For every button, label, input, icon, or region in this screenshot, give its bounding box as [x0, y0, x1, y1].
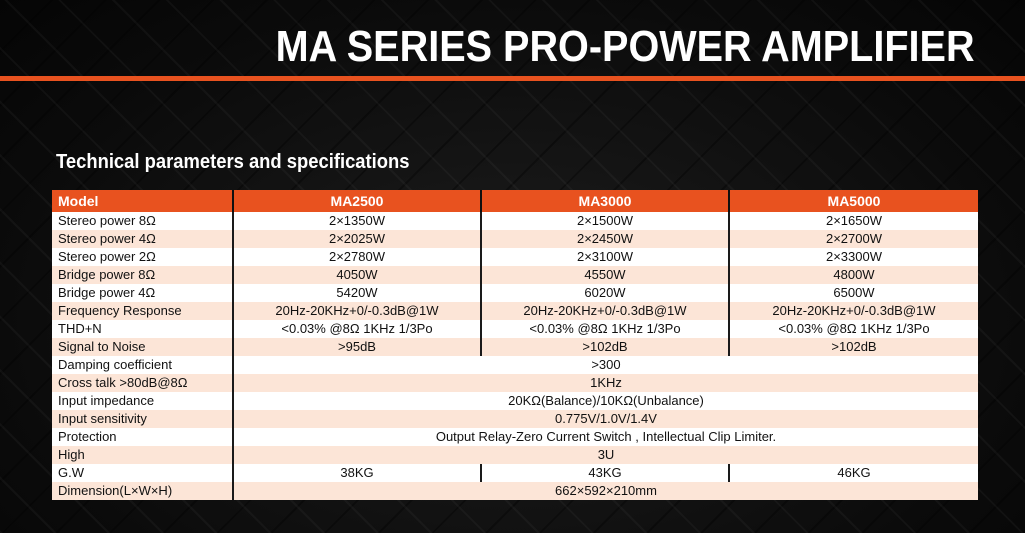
row-label: Bridge power 4Ω — [52, 284, 233, 302]
table-cell: 20Hz-20KHz+0/-0.3dB@1W — [728, 302, 978, 320]
table-cell: 2×2700W — [728, 230, 978, 248]
table-cell: 38KG — [232, 464, 481, 482]
row-label: Stereo power 2Ω — [52, 248, 233, 266]
table-row: Stereo power 8Ω 2×1350W 2×1500W 2×1650W — [52, 212, 978, 230]
table-cell: 20Hz-20KHz+0/-0.3dB@1W — [480, 302, 729, 320]
table-row: G.W 38KG 43KG 46KG — [52, 464, 978, 482]
row-label: Signal to Noise — [52, 338, 233, 356]
table-cell: 43KG — [480, 464, 729, 482]
page-title: MA SERIES PRO-POWER AMPLIFIER — [276, 22, 975, 71]
table-cell: Output Relay-Zero Current Switch , Intel… — [232, 428, 978, 446]
table-row: THD+N <0.03% @8Ω 1KHz 1/3Po <0.03% @8Ω 1KH… — [52, 320, 978, 338]
table-cell: <0.03% @8Ω 1KHz 1/3Po — [480, 320, 729, 338]
table-cell: 20Hz-20KHz+0/-0.3dB@1W — [232, 302, 481, 320]
table-cell: 4050W — [232, 266, 481, 284]
table-cell: 4800W — [728, 266, 978, 284]
table-cell: 662×592×210mm — [232, 482, 978, 500]
table-cell: 0.775V/1.0V/1.4V — [232, 410, 978, 428]
table-cell: 46KG — [728, 464, 978, 482]
table-cell: 6020W — [480, 284, 729, 302]
row-label: Cross talk >80dB@8Ω — [52, 374, 233, 392]
table-row: Input impedance 20KΩ(Balance)/10KΩ(Unbala… — [52, 392, 978, 410]
table-cell: >102dB — [728, 338, 978, 356]
table-cell: >95dB — [232, 338, 481, 356]
table-cell: 2×1500W — [480, 212, 729, 230]
table-row: Stereo power 4Ω 2×2025W 2×2450W 2×2700W — [52, 230, 978, 248]
table-cell: <0.03% @8Ω 1KHz 1/3Po — [232, 320, 481, 338]
row-label: THD+N — [52, 320, 233, 338]
table-row: Protection Output Relay-Zero Current Swit… — [52, 428, 978, 446]
header-row: Model MA2500 MA3000 MA5000 — [52, 190, 978, 212]
column-header-ma3000: MA3000 — [480, 190, 729, 212]
spec-table-body: Stereo power 8Ω 2×1350W 2×1500W 2×1650W Ster… — [52, 212, 978, 500]
row-label: Input impedance — [52, 392, 233, 410]
column-header-model: Model — [52, 190, 233, 212]
table-cell: 2×2450W — [480, 230, 729, 248]
table-row: Damping coefficient >300 — [52, 356, 978, 374]
row-label: Stereo power 4Ω — [52, 230, 233, 248]
row-label: Dimension(L×W×H) — [52, 482, 233, 500]
table-cell: >102dB — [480, 338, 729, 356]
table-cell: 2×2025W — [232, 230, 481, 248]
table-cell: 3U — [232, 446, 978, 464]
table-cell: >300 — [232, 356, 978, 374]
table-cell: 2×1350W — [232, 212, 481, 230]
row-label: Frequency Response — [52, 302, 233, 320]
table-cell: 2×1650W — [728, 212, 978, 230]
section-subtitle: Technical parameters and specifications — [56, 151, 410, 173]
table-cell: <0.03% @8Ω 1KHz 1/3Po — [728, 320, 978, 338]
table-row: Signal to Noise >95dB >102dB >102dB — [52, 338, 978, 356]
table-row: High 3U — [52, 446, 978, 464]
table-cell: 4550W — [480, 266, 729, 284]
table-cell: 5420W — [232, 284, 481, 302]
row-label: Bridge power 8Ω — [52, 266, 233, 284]
table-cell: 2×3100W — [480, 248, 729, 266]
accent-divider — [0, 76, 1025, 81]
row-label: Damping coefficient — [52, 356, 233, 374]
row-label: High — [52, 446, 233, 464]
row-label: G.W — [52, 464, 233, 482]
table-row: Dimension(L×W×H) 662×592×210mm — [52, 482, 978, 500]
table-row: Input sensitivity 0.775V/1.0V/1.4V — [52, 410, 978, 428]
row-label: Stereo power 8Ω — [52, 212, 233, 230]
table-cell: 6500W — [728, 284, 978, 302]
table-cell: 2×3300W — [728, 248, 978, 266]
spec-table-header: Model MA2500 MA3000 MA5000 — [52, 190, 978, 212]
table-cell: 20KΩ(Balance)/10KΩ(Unbalance) — [232, 392, 978, 410]
table-row: Stereo power 2Ω 2×2780W 2×3100W 2×3300W — [52, 248, 978, 266]
column-header-ma2500: MA2500 — [232, 190, 481, 212]
table-row: Frequency Response 20Hz-20KHz+0/-0.3dB@1W… — [52, 302, 978, 320]
row-label: Input sensitivity — [52, 410, 233, 428]
table-row: Bridge power 4Ω 5420W 6020W 6500W — [52, 284, 978, 302]
column-header-ma5000: MA5000 — [728, 190, 978, 212]
table-row: Bridge power 8Ω 4050W 4550W 4800W — [52, 266, 978, 284]
table-cell: 2×2780W — [232, 248, 481, 266]
table-cell: 1KHz — [232, 374, 978, 392]
spec-table: Model MA2500 MA3000 MA5000 Stereo power 8Ω 2… — [52, 190, 978, 500]
row-label: Protection — [52, 428, 233, 446]
table-row: Cross talk >80dB@8Ω 1KHz — [52, 374, 978, 392]
